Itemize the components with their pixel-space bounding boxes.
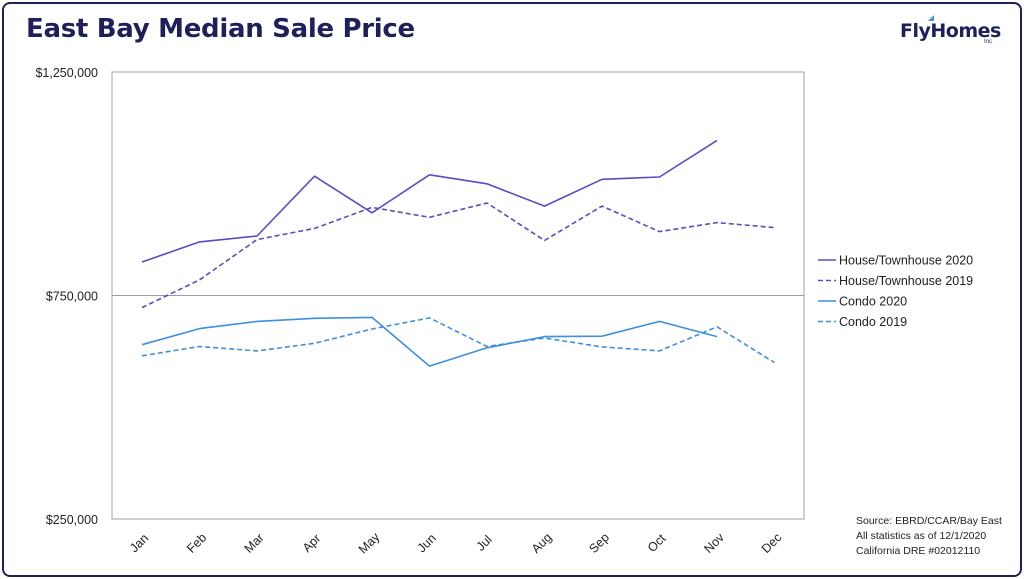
stats-date-line: All statistics as of 12/1/2020 [856, 530, 987, 542]
legend-label: Condo 2020 [839, 295, 907, 309]
x-tick-label: Sep [586, 530, 612, 556]
logo-text: FlyHomes [900, 20, 1001, 42]
series-line-4 [141, 317, 775, 364]
x-tick-label: Dec [759, 530, 785, 556]
legend-label: House/Townhouse 2019 [839, 274, 973, 288]
x-tick-label: Jun [415, 531, 439, 555]
logo-suffix: Inc [984, 39, 993, 45]
series-lines [141, 139, 775, 367]
x-tick-label: Apr [300, 531, 324, 555]
x-tick-label: Feb [184, 531, 209, 556]
x-tick-label: Jul [474, 533, 495, 554]
page-title: East Bay Median Sale Price [26, 14, 415, 44]
x-tick-label: Nov [701, 530, 727, 556]
dre-line: California DRE #02012110 [856, 545, 981, 557]
y-tick-label: $250,000 [46, 513, 98, 527]
legend: House/Townhouse 2020 House/Townhouse 2019… [818, 254, 973, 329]
x-tick-label: Aug [529, 530, 555, 556]
legend-label: Condo 2019 [839, 315, 907, 329]
x-tick-label: Mar [242, 531, 267, 556]
y-tick-label: $750,000 [46, 290, 98, 304]
legend-label: House/Townhouse 2020 [839, 254, 973, 268]
source-note: Source: EBRD/CCAR/Bay East All statistic… [856, 514, 1002, 559]
series-line-1 [141, 139, 718, 263]
x-tick-label: Jan [127, 531, 151, 555]
series-line-3 [141, 316, 718, 367]
x-axis-ticks: Jan Feb Mar Apr May Jun Jul Aug Sep Oct Nov Dec [127, 529, 784, 556]
logo-mark-icon [928, 15, 934, 21]
x-tick-label: May [356, 529, 383, 556]
y-tick-label: $1,250,000 [35, 66, 98, 80]
y-axis-ticks: $250,000 $750,000 $1,250,000 [35, 66, 98, 527]
x-tick-label: Oct [645, 531, 669, 555]
flyhomes-logo: FlyHomes Inc [900, 15, 1001, 46]
series-line-2 [141, 202, 775, 309]
source-line: Source: EBRD/CCAR/Bay East [856, 515, 1002, 527]
